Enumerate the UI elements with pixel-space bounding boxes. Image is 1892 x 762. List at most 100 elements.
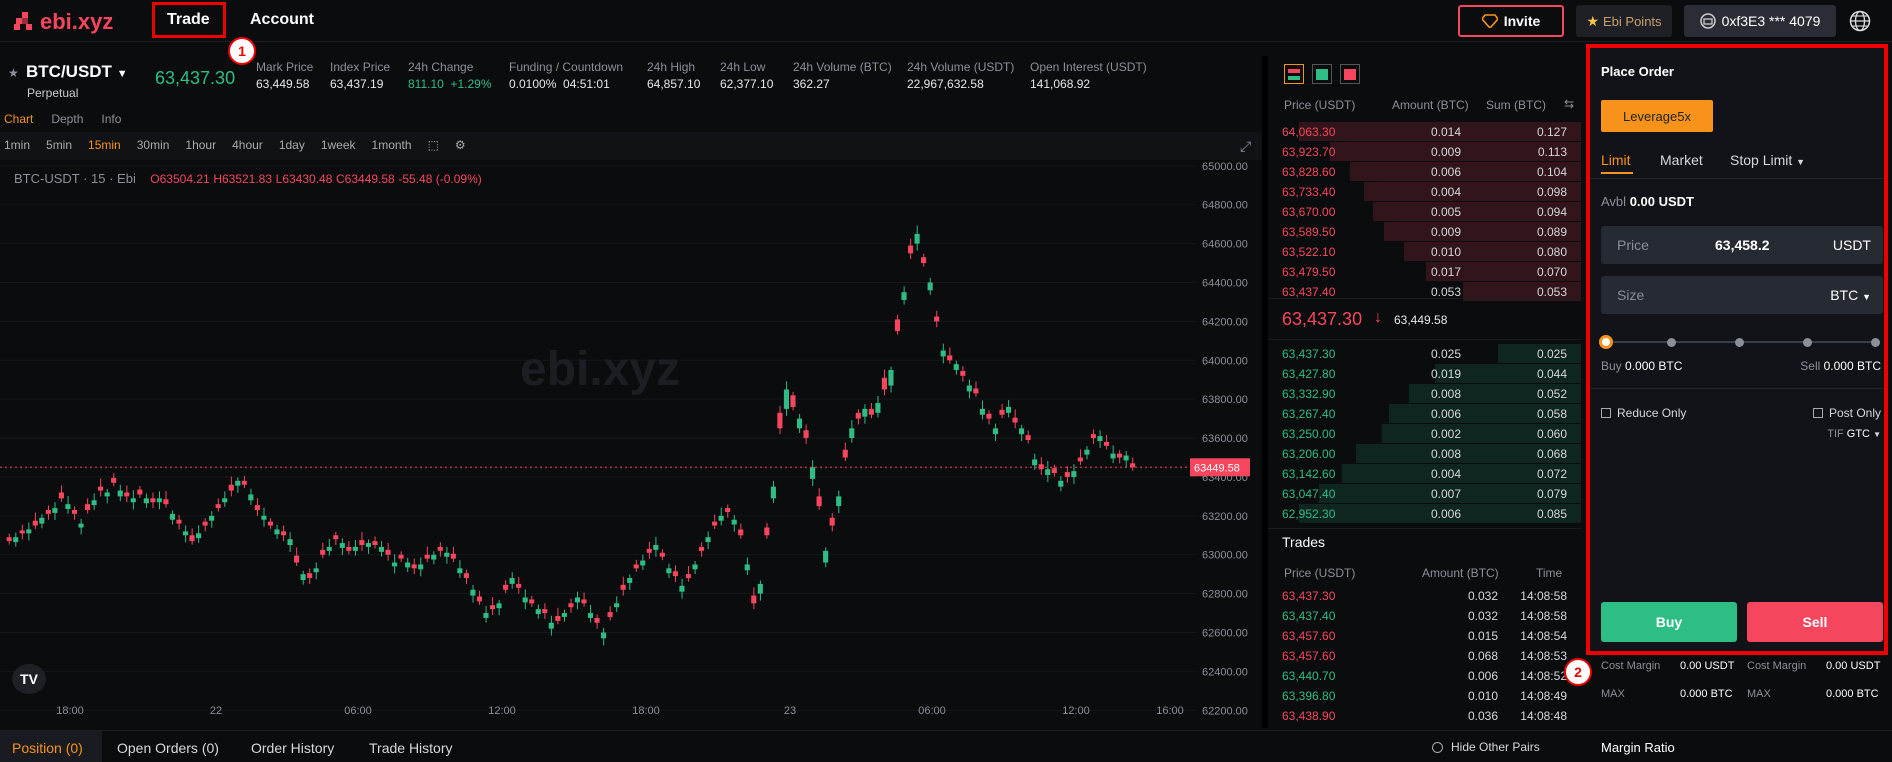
ask-row[interactable]: 63,437.40 0.053 0.053	[1268, 282, 1581, 301]
price-chart[interactable]: ebi.xyz 65000.00 64800.00 64600.00 64400.00…	[0, 160, 1262, 720]
tab-info[interactable]: Info	[101, 112, 122, 126]
candle-body	[372, 541, 378, 545]
settings-gear-icon[interactable]: ⚙	[454, 138, 466, 152]
tf-1month[interactable]: 1month	[371, 138, 412, 152]
nav-trade[interactable]: Trade	[167, 11, 210, 28]
tf-4hour[interactable]: 4hour	[232, 138, 263, 152]
post-only-checkbox[interactable]	[1812, 408, 1823, 418]
ask-row[interactable]: 63,479.50 0.017 0.070	[1268, 262, 1581, 281]
tab-trade-history[interactable]: Trade History	[369, 740, 453, 756]
depth-bar	[1372, 202, 1581, 221]
slider-dot-100[interactable]	[1871, 338, 1880, 347]
indicator-icon[interactable]: ⬚	[427, 138, 439, 152]
tf-1week[interactable]: 1week	[320, 138, 356, 152]
tf-1hour[interactable]: 1hour	[185, 138, 217, 152]
wallet-button[interactable]: 0xf3E3 *** 4079	[1684, 5, 1836, 37]
ask-row[interactable]: 63,522.10 0.010 0.080	[1268, 242, 1581, 261]
tab-limit[interactable]: Limit	[1601, 152, 1631, 168]
row-sum: 0.079	[1536, 487, 1567, 501]
tab-open-orders[interactable]: Open Orders (0)	[117, 740, 219, 756]
x-tick-label: 18:00	[632, 705, 660, 717]
bid-row[interactable]: 63,047.40 0.007 0.079	[1268, 484, 1581, 503]
bid-row[interactable]: 63,332.90 0.008 0.052	[1268, 384, 1581, 403]
depth-bar	[1425, 262, 1581, 281]
row-price: 63,670.00	[1282, 205, 1336, 219]
tab-depth[interactable]: Depth	[51, 112, 84, 126]
tradingview-logo-icon[interactable]: TV	[12, 664, 46, 694]
size-input[interactable]: Size BTC ▼	[1601, 276, 1883, 314]
candle-body	[810, 467, 816, 479]
size-unit-select[interactable]: BTC ▼	[1830, 287, 1871, 303]
bid-row[interactable]: 63,206.00 0.008 0.068	[1268, 444, 1581, 463]
slider-dot-50[interactable]	[1735, 338, 1744, 347]
logo[interactable]: ebi.xyz	[14, 9, 113, 35]
ask-row[interactable]: 63,589.50 0.009 0.089	[1268, 222, 1581, 241]
pair-selector[interactable]: BTC/USDT ▼	[26, 62, 128, 82]
change-pct: +1.29%	[450, 77, 492, 91]
slider-handle[interactable]	[1599, 335, 1613, 349]
bid-row[interactable]: 63,142.60 0.004 0.072	[1268, 464, 1581, 483]
ask-row[interactable]: 63,733.40 0.004 0.098	[1268, 182, 1581, 201]
reduce-only-checkbox[interactable]	[1601, 408, 1611, 418]
sell-amount: Sell 0.000 BTC	[1800, 359, 1881, 373]
swap-icon[interactable]: ⇆	[1564, 97, 1575, 111]
size-slider[interactable]	[1599, 335, 1883, 349]
bid-row[interactable]: 62,952.30 0.006 0.085	[1268, 504, 1581, 523]
tab-position[interactable]: Position (0)	[12, 740, 83, 756]
hide-pairs-radio[interactable]	[1432, 741, 1443, 753]
sell-button[interactable]: Sell	[1747, 602, 1883, 642]
ask-row[interactable]: 63,828.60 0.006 0.104	[1268, 162, 1581, 181]
reduce-only-option[interactable]: Reduce Only	[1601, 406, 1686, 420]
globe-icon[interactable]	[1849, 10, 1871, 32]
candle-body	[881, 377, 887, 390]
view-asks-icon[interactable]	[1340, 64, 1360, 84]
invite-button[interactable]: Invite	[1458, 5, 1564, 37]
ask-row[interactable]: 64,063.30 0.014 0.127	[1268, 122, 1581, 141]
bid-row[interactable]: 63,267.40 0.006 0.058	[1268, 404, 1581, 423]
candle-body	[339, 543, 345, 548]
tab-position-bg	[0, 731, 102, 762]
view-both-icon[interactable]	[1284, 64, 1304, 84]
tf-15min[interactable]: 15min	[88, 138, 121, 152]
slider-dot-25[interactable]	[1667, 338, 1676, 347]
bid-row[interactable]: 63,250.00 0.002 0.060	[1268, 424, 1581, 443]
tab-chart[interactable]: Chart	[4, 112, 34, 126]
price-input[interactable]: Price 63,458.2 USDT	[1601, 226, 1883, 264]
tf-1min[interactable]: 1min	[4, 138, 31, 152]
nav-account[interactable]: Account	[250, 11, 314, 28]
pair-type: Perpetual	[27, 86, 79, 100]
ask-row[interactable]: 63,923.70 0.009 0.113	[1268, 142, 1581, 161]
tab-market[interactable]: Market	[1660, 152, 1703, 168]
ask-row[interactable]: 63,670.00 0.005 0.094	[1268, 202, 1581, 221]
countdown-value: 04:51:01	[563, 77, 610, 91]
bid-row[interactable]: 63,427.80 0.019 0.044	[1268, 364, 1581, 383]
post-only-option[interactable]: Post Only	[1812, 406, 1881, 420]
tab-order-history[interactable]: Order History	[251, 740, 335, 756]
hide-other-pairs-toggle[interactable]: Hide Other Pairs	[1432, 740, 1540, 754]
buy-button[interactable]: Buy	[1601, 602, 1737, 642]
ebi-points-button[interactable]: ★ Ebi Points	[1576, 5, 1672, 37]
row-amount: 0.025	[1430, 347, 1461, 361]
candle-body	[548, 622, 554, 629]
tf-5min[interactable]: 5min	[46, 138, 73, 152]
trade-time: 14:08:48	[1520, 709, 1567, 723]
candle-body	[712, 521, 718, 526]
bid-row[interactable]: 63,437.30 0.025 0.025	[1268, 344, 1581, 363]
funding-label: Funding / Countdown	[509, 60, 624, 74]
fullscreen-icon[interactable]: ⤢	[1240, 138, 1252, 154]
candle-body	[836, 496, 842, 507]
tf-1day[interactable]: 1day	[278, 138, 305, 152]
tf-30min[interactable]: 30min	[136, 138, 170, 152]
view-bids-icon[interactable]	[1312, 64, 1332, 84]
favorite-star-icon[interactable]: ★	[8, 66, 19, 80]
bottom-tabs: Position (0) Open Orders (0) Order Histo…	[0, 730, 1582, 762]
cost-margin-buy-value: 0.00 USDT	[1680, 660, 1735, 672]
slider-dot-75[interactable]	[1803, 338, 1812, 347]
candle-body	[143, 498, 149, 504]
candle-body	[1058, 480, 1064, 487]
tab-stop-limit[interactable]: Stop Limit ▼	[1730, 152, 1805, 168]
tif-select[interactable]: TIF GTC ▼	[1827, 428, 1881, 440]
row-amount: 0.009	[1430, 225, 1461, 239]
leverage-button[interactable]: Leverage5x	[1601, 100, 1713, 132]
wallet-address: 0xf3E3 *** 4079	[1721, 13, 1821, 29]
